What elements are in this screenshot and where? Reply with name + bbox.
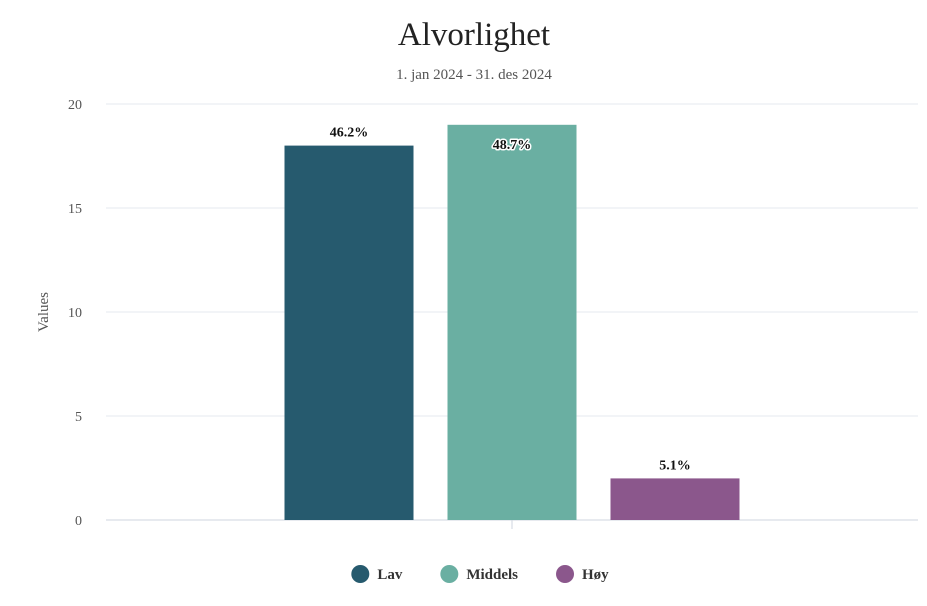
chart-subtitle: 1. jan 2024 - 31. des 2024	[396, 67, 552, 83]
y-tick-label: 10	[68, 306, 82, 321]
chart-title: Alvorlighet	[398, 17, 550, 53]
legend-marker	[351, 565, 370, 583]
data-labels: 46.2% 48.7% 5.1%	[330, 126, 691, 474]
legend-marker	[556, 565, 575, 583]
legend-label: Lav	[377, 567, 403, 583]
bars	[284, 124, 740, 521]
legend-label: Høy	[582, 567, 609, 583]
legend-item-middels[interactable]: Middels	[440, 565, 518, 583]
y-tick-label: 15	[68, 202, 82, 217]
y-tick-label: 5	[75, 410, 82, 425]
legend-item-lav[interactable]: Lav	[351, 565, 403, 583]
y-tick-label: 20	[68, 98, 82, 113]
legend-marker	[440, 565, 459, 583]
y-axis-ticks: 0 5 10 15 20	[68, 98, 82, 529]
data-label-lav: 46.2%	[330, 126, 369, 141]
legend: Lav Middels Høy	[351, 565, 609, 583]
data-label-middels: 48.7%	[493, 138, 532, 153]
data-label-h-y: 5.1%	[659, 458, 691, 473]
legend-item-h-y[interactable]: Høy	[556, 565, 609, 583]
y-axis-label: Values	[36, 292, 52, 332]
legend-label: Middels	[466, 567, 518, 583]
bar-h-y[interactable]	[610, 478, 740, 520]
y-tick-label: 0	[75, 514, 82, 529]
bar-lav[interactable]	[284, 145, 414, 520]
bar-middels[interactable]	[447, 124, 577, 521]
